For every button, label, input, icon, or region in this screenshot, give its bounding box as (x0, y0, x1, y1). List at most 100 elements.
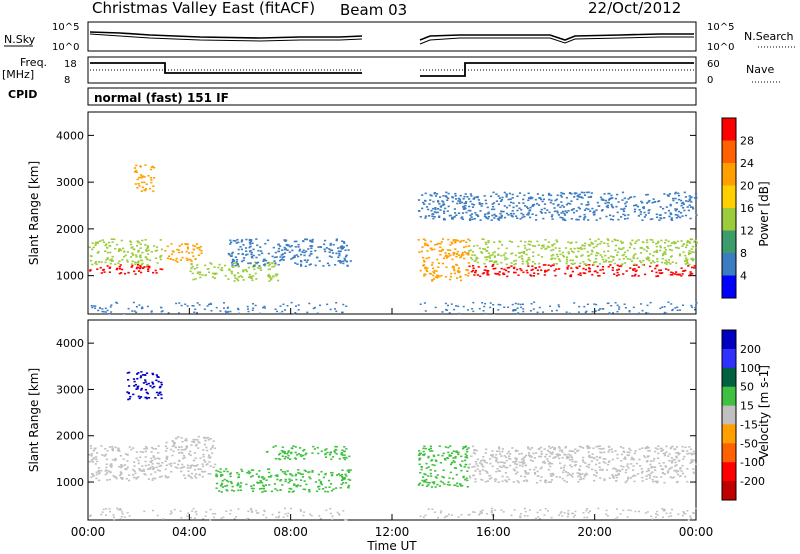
velocity-echo-pixel (135, 477, 138, 479)
power-echo-pixel (94, 244, 97, 247)
power-echo-pixel (439, 242, 442, 245)
power-echo-pixel (143, 181, 146, 184)
power-echo-pixel (673, 242, 676, 245)
power-echo-pixel (543, 203, 547, 205)
power-echo-pixel (472, 204, 476, 206)
velocity-echo-pixel (184, 448, 187, 450)
velocity-echo-pixel (451, 452, 454, 454)
power-echo-pixel (641, 263, 644, 266)
power-echo-pixel (648, 259, 651, 262)
velocity-ground-pixel (654, 516, 657, 518)
power-echo-pixel (446, 199, 449, 201)
power-colorbar-tick: 8 (740, 247, 747, 260)
power-echo-pixel (594, 240, 597, 242)
velocity-echo-pixel (534, 473, 537, 475)
velocity-echo-pixel (474, 461, 477, 463)
power-echo-pixel (423, 244, 427, 246)
velocity-echo-pixel (511, 447, 514, 449)
power-echo-pixel (667, 240, 670, 243)
velocity-ground-pixel (204, 515, 207, 517)
velocity-echo-pixel (141, 451, 145, 453)
velocity-echo-pixel (574, 452, 577, 454)
velocity-echo-pixel (193, 475, 197, 477)
velocity-ground-pixel (121, 511, 124, 513)
velocity-echo-pixel (157, 394, 160, 396)
velocity-echo-pixel (193, 465, 196, 467)
velocity-echo-pixel (331, 472, 334, 474)
velocity-echo-pixel (663, 481, 666, 484)
velocity-echo-pixel (624, 471, 627, 474)
power-echo-pixel (540, 256, 544, 258)
power-echo-pixel (641, 219, 644, 221)
power-echo-pixel (651, 239, 654, 241)
power-echo-pixel (516, 209, 519, 212)
power-echo-pixel (590, 243, 593, 245)
power-echo-pixel (428, 272, 431, 275)
power-echo-pixel (207, 271, 211, 274)
velocity-echo-pixel (508, 478, 511, 481)
power-echo-pixel (629, 242, 632, 244)
velocity-echo-pixel (205, 446, 208, 449)
power-echo-pixel (339, 262, 342, 264)
power-echo-pixel (548, 192, 551, 195)
velocity-ground-pixel (448, 513, 450, 516)
power-echo-pixel (611, 267, 614, 269)
power-echo-pixel (633, 195, 636, 198)
velocity-echo-pixel (491, 465, 494, 468)
power-echo-pixel (127, 271, 130, 274)
power-echo-pixel (443, 212, 446, 214)
power-echo-pixel (655, 249, 658, 252)
velocity-echo-pixel (427, 475, 430, 477)
velocity-echo-pixel (566, 455, 569, 458)
power-echo-pixel (441, 238, 445, 240)
power-echo-pixel (479, 210, 482, 212)
power-echo-pixel (201, 274, 204, 276)
power-echo-pixel (555, 268, 558, 270)
velocity-ground-pixel (558, 514, 561, 516)
power-echo-pixel (437, 242, 440, 245)
velocity-echo-pixel (504, 472, 507, 474)
power-echo-pixel (605, 215, 608, 218)
power-echo-pixel (329, 242, 332, 245)
velocity-echo-pixel (229, 473, 232, 475)
velocity-ground-pixel (180, 517, 183, 519)
power-echo-pixel (603, 193, 606, 195)
power-echo-pixel (537, 204, 541, 206)
velocity-echo-pixel (95, 471, 98, 474)
power-echo-pixel (459, 194, 462, 197)
velocity-echo-pixel (165, 456, 168, 458)
velocity-colorbar-segment (722, 481, 736, 501)
power-echo-pixel (227, 252, 230, 255)
power-echo-pixel (453, 208, 456, 210)
velocity-echo-band-2 (164, 435, 217, 479)
power-echo-pixel (617, 218, 620, 221)
velocity-echo-pixel (156, 457, 159, 459)
velocity-echo-pixel (202, 453, 205, 456)
power-echo-pixel (667, 259, 671, 261)
velocity-ground-pixel (431, 508, 434, 510)
velocity-echo-pixel (469, 476, 472, 479)
power-echo-pixel (510, 201, 513, 204)
power-echo-pixel (119, 264, 122, 266)
freq-label-1: Freq. (20, 56, 47, 69)
power-echo-pixel (438, 250, 441, 252)
velocity-echo-pixel (276, 489, 279, 492)
velocity-echo-pixel (170, 470, 173, 473)
power-echo-pixel (276, 273, 279, 276)
power-echo-pixel (685, 200, 688, 202)
velocity-echo-pixel (145, 391, 148, 394)
power-echo-band-6 (417, 238, 471, 282)
power-echo-pixel (526, 262, 530, 264)
power-ground-pixel (178, 312, 180, 314)
power-echo-pixel (544, 271, 547, 273)
power-echo-pixel (118, 268, 121, 270)
power-echo-pixel (528, 197, 531, 199)
velocity-echo-pixel (211, 446, 214, 449)
power-echo-pixel (550, 194, 553, 197)
power-echo-pixel (343, 257, 346, 260)
date-label: 22/Oct/2012 (588, 0, 681, 17)
power-echo-pixel (430, 247, 433, 250)
power-colorbar-segment (722, 163, 736, 186)
power-echo-pixel (337, 247, 340, 249)
power-echo-pixel (531, 205, 534, 207)
